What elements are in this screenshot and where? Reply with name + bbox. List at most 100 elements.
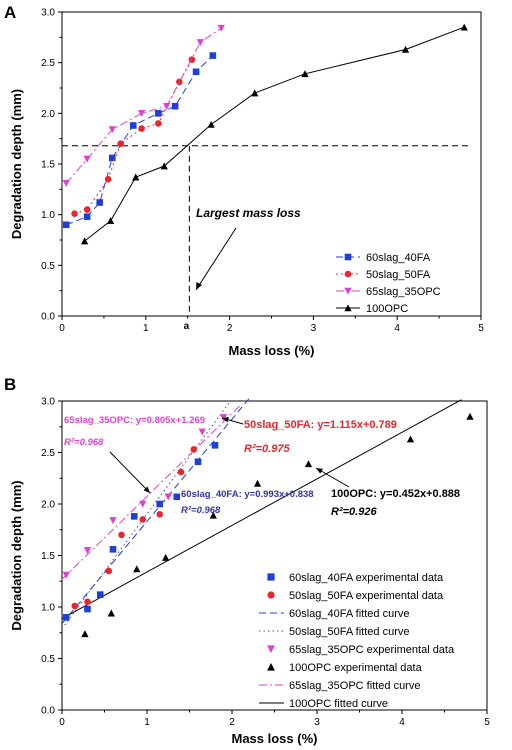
series-line-50slag-50fa — [74, 59, 193, 215]
data-point-50slag-50fa-experimental-data — [105, 567, 113, 575]
fit-line-100opc-fitted-curve — [61, 399, 462, 619]
r-squared-50slag-50fa-fitted-curve: R²=0.975 — [244, 443, 290, 455]
legend-label-60slag-40fa-fitted-curve: 60slag_40FA fitted curve — [289, 608, 409, 620]
legend-marker-50slag-50fa-experimental-data — [267, 591, 275, 599]
data-point-100opc-experimental-data — [133, 565, 141, 573]
data-point-60slag-40fa — [129, 122, 137, 129]
series-50slag-50fa-experimental-data — [71, 446, 198, 610]
data-point-60slag-40fa-experimental-data — [109, 546, 117, 553]
x-tick-label: 5 — [478, 323, 484, 334]
y-axis-label: Degradation depth (mm) — [9, 89, 24, 239]
data-point-60slag-40fa — [96, 199, 104, 206]
data-point-60slag-40fa-experimental-data — [130, 513, 138, 520]
legend-label-100opc: 100OPC — [366, 303, 408, 315]
x-tick-label: 2 — [229, 717, 235, 728]
data-point-60slag-40fa-experimental-data — [96, 591, 104, 598]
data-point-60slag-40fa-experimental-data — [156, 500, 164, 508]
y-tick-label: 0.5 — [41, 261, 55, 272]
y-tick-label: 2.0 — [41, 109, 55, 120]
equation-60slag-40fa-fitted-curve: 60slag_40FA: y=0.993x+0.838 — [181, 489, 314, 500]
data-point-60slag-40fa-experimental-data — [62, 614, 70, 621]
legend-b: 60slag_40FA experimental data 50slag_50FA… — [259, 572, 455, 710]
data-point-60slag-40fa — [155, 110, 162, 117]
x-tick-label: 1 — [144, 717, 150, 728]
x-tick-label: 3 — [311, 323, 317, 334]
y-tick-label: 1.0 — [41, 210, 55, 221]
data-point-100opc — [401, 45, 410, 53]
legend-marker-65slag-35opc — [344, 287, 352, 295]
data-point-60slag-40fa-experimental-data — [194, 458, 202, 466]
legend-label-50slag-50fa-fitted-curve: 50slag_50FA fitted curve — [289, 626, 409, 638]
x-tick-label: 0 — [59, 323, 65, 334]
data-point-65slag-35opc-experimental-data — [198, 428, 206, 436]
legend-marker-65slag-35opc-experimental-data — [267, 645, 275, 653]
data-point-100opc-experimental-data — [209, 511, 217, 519]
series-60slag-40fa — [62, 52, 217, 229]
x-axis-label: Mass loss (%) — [229, 343, 315, 358]
y-tick-label: 2.5 — [41, 448, 55, 459]
y-tick-label: 0.5 — [41, 654, 55, 665]
panel-label-a: A — [4, 3, 16, 22]
legend-label-100opc-experimental-data: 100OPC experimental data — [289, 662, 423, 674]
data-point-65slag-35opc — [108, 126, 116, 134]
data-point-65slag-35opc-experimental-data — [83, 547, 92, 554]
data-point-65slag-35opc — [137, 110, 146, 117]
x-tick-label: 3 — [314, 717, 320, 728]
legend-label-50slag-50fa: 50slag_50FA — [366, 269, 431, 281]
legend-a: 60slag_40FA 50slag_50FA 65slag_35OPC 100OPC — [336, 252, 441, 315]
data-point-65slag-35opc-experimental-data — [109, 517, 117, 525]
data-point-65slag-35opc-experimental-data — [164, 493, 172, 501]
data-point-50slag-50fa — [83, 206, 91, 213]
r-squared-100opc-fitted-curve: R²=0.926 — [331, 506, 377, 518]
legend-label-65slag-35opc-fitted-curve: 65slag_35OPC fitted curve — [289, 680, 420, 692]
x-tick-label: 4 — [399, 717, 405, 728]
y-tick-label: 0.0 — [41, 312, 55, 323]
y-axis-label: Degradation depth (mm) — [9, 480, 24, 630]
r-squared-65slag-35opc-fitted-curve: R²=0.968 — [64, 437, 104, 448]
data-point-50slag-50fa-experimental-data — [84, 598, 91, 606]
data-point-50slag-50fa — [155, 120, 162, 127]
y-tick-label: 1.5 — [41, 551, 55, 562]
x-tick-label: 1 — [143, 323, 149, 334]
legend-label-60slag-40fa-experimental-data: 60slag_40FA experimental data — [289, 572, 444, 584]
data-point-60slag-40fa-experimental-data — [173, 493, 181, 501]
series-100opc — [80, 23, 468, 245]
legend-label-65slag-35opc-experimental-data: 65slag_35OPC experimental data — [289, 644, 455, 656]
legend-marker-60slag-40fa-experimental-data — [267, 573, 275, 581]
legend-label-60slag-40fa: 60slag_40FA — [366, 252, 431, 264]
equation-arrowhead-50slag-50fa-fitted-curve — [222, 417, 229, 423]
data-point-60slag-40fa — [171, 102, 179, 110]
y-tick-label: 0.0 — [41, 706, 55, 717]
data-point-100opc — [251, 89, 259, 97]
data-point-50slag-50fa-experimental-data — [139, 516, 147, 523]
data-point-100opc — [301, 70, 309, 78]
chart-b: B 0 1 2 3 4 5 0.0 0.5 1.0 1.5 2.0 2.5 3.0 Mass loss (%… — [4, 375, 490, 746]
legend-label-50slag-50fa-experimental-data: 50slag_50FA experimental data — [289, 590, 444, 602]
largest-mass-loss-arrowhead — [196, 282, 202, 290]
x-tick-label: 5 — [484, 717, 490, 728]
largest-mass-loss-arrow — [195, 227, 237, 291]
data-point-100opc-experimental-data — [304, 460, 313, 468]
chart-a: A 0 1 2 3 4 5 0.0 0.5 1.0 1.5 2.0 2.5 3.0 Mass loss (%… — [4, 3, 484, 358]
data-point-60slag-40fa-experimental-data — [211, 441, 219, 449]
data-point-60slag-40fa — [83, 213, 91, 220]
equation-50slag-50fa-fitted-curve: 50slag_50FA: y=1.115x+0.789 — [244, 419, 397, 431]
r-squared-60slag-40fa-fitted-curve: R²=0.968 — [181, 505, 221, 516]
legend-marker-100opc-experimental-data — [267, 663, 275, 671]
data-point-100opc — [106, 217, 115, 225]
data-point-50slag-50fa-experimental-data — [156, 511, 164, 518]
data-point-60slag-40fa — [192, 68, 200, 76]
legend-marker-100opc — [344, 304, 352, 312]
data-point-100opc-experimental-data — [81, 630, 89, 638]
data-point-50slag-50fa-experimental-data — [177, 468, 185, 476]
x-tick-label: 4 — [394, 323, 400, 334]
data-point-100opc — [132, 173, 140, 181]
y-tick-label: 3.0 — [41, 8, 55, 19]
data-point-65slag-35opc-experimental-data — [62, 571, 70, 579]
data-point-100opc-experimental-data — [253, 479, 262, 487]
data-point-50slag-50fa-experimental-data — [190, 446, 198, 453]
data-point-65slag-35opc — [163, 102, 171, 110]
x-tick-label: 2 — [227, 323, 233, 334]
data-point-100opc-experimental-data — [406, 435, 415, 443]
